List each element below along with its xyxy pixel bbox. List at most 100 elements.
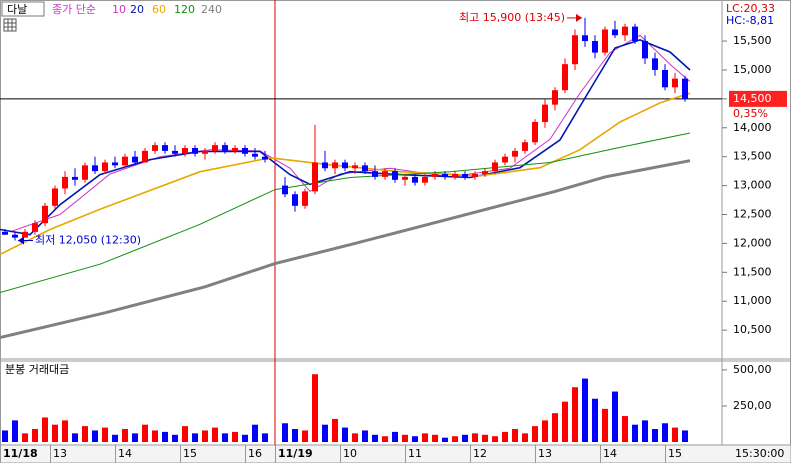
change-label: 0,35% — [733, 107, 768, 120]
x-tick-label: 13 — [538, 447, 552, 460]
candle-body — [572, 35, 578, 65]
x-tick-label: 11 — [408, 447, 422, 460]
legend-label: 종가 단순 — [52, 3, 96, 16]
candle-body — [582, 35, 588, 42]
volume-bar — [172, 434, 178, 442]
candle-body — [432, 174, 438, 177]
volume-bar — [582, 378, 588, 442]
volume-bar — [32, 429, 38, 442]
volume-bar — [682, 430, 688, 442]
y-tick-label: 13,500 — [733, 150, 772, 163]
candle-body — [632, 26, 638, 42]
candle-body — [422, 176, 428, 183]
x-tick-label: 11/19 — [278, 447, 313, 460]
candle-body — [522, 142, 528, 151]
candle-body — [42, 205, 48, 224]
volume-bar — [102, 427, 108, 442]
volume-bar — [262, 433, 268, 442]
candle-body — [552, 90, 558, 105]
y-tick-label: 13,000 — [733, 179, 772, 192]
candle-body — [182, 148, 188, 154]
legend-entry: 10 — [112, 3, 126, 16]
volume-bar — [202, 430, 208, 442]
volume-bar — [522, 433, 528, 442]
candle-body — [612, 29, 618, 36]
y-tick-label: 15,000 — [733, 63, 772, 76]
y-tick-label: 15,500 — [733, 34, 772, 47]
x-tick-label: 16 — [248, 447, 262, 460]
volume-bar — [422, 433, 428, 442]
volume-bar — [22, 433, 28, 442]
candle-body — [242, 148, 248, 154]
volume-bar — [322, 424, 328, 442]
volume-bar — [182, 426, 188, 442]
volume-title: 분봉 거래대금 — [5, 363, 69, 376]
legend-entry: 20 — [130, 3, 144, 16]
candle-body — [72, 176, 78, 180]
volume-bar — [592, 398, 598, 442]
volume-bar — [482, 434, 488, 442]
volume-bar — [52, 424, 58, 442]
annotation-arrowhead — [18, 236, 24, 245]
volume-bar — [372, 434, 378, 442]
legend-entry: 120 — [174, 3, 195, 16]
volume-bar — [42, 417, 48, 442]
candle-body — [162, 145, 168, 151]
candle-body — [542, 104, 548, 122]
legend-entry: 240 — [201, 3, 222, 16]
candle-body — [172, 150, 178, 154]
candle-body — [252, 153, 258, 157]
candle-body — [592, 41, 598, 53]
lc-label: LC:20,33 — [726, 2, 775, 15]
last-price-box — [729, 90, 787, 107]
volume-bar — [242, 434, 248, 442]
candle-body — [602, 29, 608, 53]
candle-body — [332, 162, 338, 169]
y-tick-label: 500,00 — [733, 363, 772, 376]
y-tick-label: 11,000 — [733, 294, 772, 307]
volume-bar — [382, 436, 388, 442]
volume-bar — [632, 424, 638, 442]
candle-body — [682, 78, 688, 99]
volume-bar — [192, 433, 198, 442]
volume-bar — [362, 430, 368, 442]
x-tick-label: 10 — [343, 447, 357, 460]
volume-bar — [252, 424, 258, 442]
volume-bar — [612, 391, 618, 442]
candle-body — [562, 64, 568, 91]
volume-bar — [232, 431, 238, 442]
candle-body — [192, 148, 198, 154]
x-tick-label: 15 — [183, 447, 197, 460]
y-tick-label: 250,00 — [733, 399, 772, 412]
candle-body — [32, 223, 38, 232]
candle-body — [532, 121, 538, 143]
ticker: 다날 — [7, 3, 27, 16]
candle-body — [472, 174, 478, 177]
candle-body — [92, 165, 98, 172]
annotation: 최저 12,050 (12:30) — [35, 234, 141, 247]
x-tick-label: 13 — [53, 447, 67, 460]
volume-bar — [622, 416, 628, 442]
x-tick-label: 12 — [473, 447, 487, 460]
x-tick-label: 14 — [118, 447, 132, 460]
moving-average — [0, 92, 691, 256]
candle-body — [282, 185, 288, 195]
volume-bar — [222, 433, 228, 442]
candle-body — [12, 234, 18, 238]
volume-bar — [572, 387, 578, 442]
y-tick-label: 12,000 — [733, 236, 772, 249]
candle-body — [52, 188, 58, 206]
volume-bar — [282, 423, 288, 442]
ticker-box — [1, 1, 45, 17]
volume-bar — [62, 420, 68, 442]
volume-bar — [502, 431, 508, 442]
candle-body — [662, 69, 668, 88]
candle-body — [622, 26, 628, 36]
candle-body — [142, 150, 148, 163]
x-axis-bar — [0, 444, 791, 463]
y-tick-label: 14,000 — [733, 121, 772, 134]
candle-body — [132, 156, 138, 163]
candle-body — [452, 174, 458, 177]
last-price-label: 14,500 — [733, 92, 772, 105]
volume-bar — [472, 433, 478, 442]
